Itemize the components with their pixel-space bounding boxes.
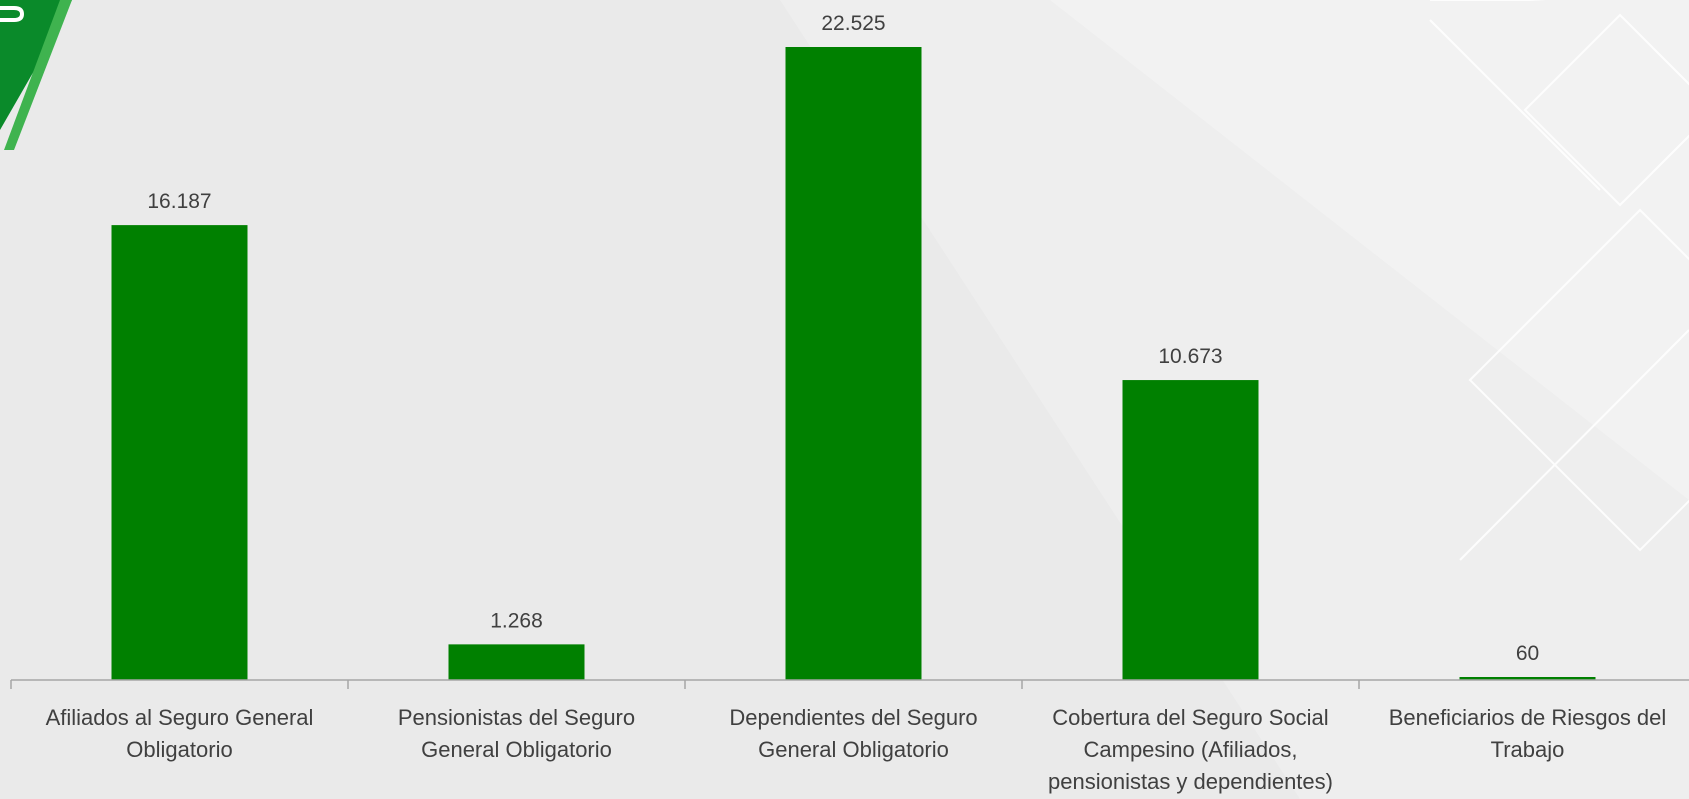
bar-3	[785, 47, 922, 680]
value-label-5: 60	[1516, 642, 1539, 665]
category-label-line: Obligatorio	[126, 737, 232, 762]
value-labels-group: 16.187 1.268 22.525 10.673 60	[147, 12, 1539, 665]
decorative-diamond-lines	[1429, 0, 1689, 561]
category-label-2: Pensionistas del Seguro General Obligator…	[398, 705, 635, 762]
bars-group	[111, 47, 1596, 681]
value-label-2: 1.268	[490, 609, 543, 632]
category-label-line: General Obligatorio	[758, 737, 949, 762]
category-label-line: pensionistas y dependientes)	[1048, 769, 1333, 794]
bar-1	[111, 225, 248, 681]
category-label-line: Trabajo	[1491, 737, 1565, 762]
category-label-1: Afiliados al Seguro General Obligatorio	[46, 705, 314, 762]
category-label-4: Cobertura del Seguro Social Campesino (Af…	[1048, 705, 1333, 794]
bar-4	[1122, 380, 1259, 680]
value-label-1: 16.187	[147, 190, 211, 213]
category-label-line: Dependientes del Seguro	[729, 705, 977, 730]
category-label-line: Pensionistas del Seguro	[398, 705, 635, 730]
value-label-3: 22.525	[821, 12, 885, 35]
brand-logo-fragment	[0, 0, 72, 150]
category-label-line: Campesino (Afiliados,	[1084, 737, 1298, 762]
category-labels-group: Afiliados al Seguro General Obligatorio Pe…	[46, 705, 1667, 794]
bar-2	[448, 644, 585, 680]
category-label-line: Beneficiarios de Riesgos del	[1389, 705, 1667, 730]
category-label-line: Afiliados al Seguro General	[46, 705, 314, 730]
x-axis	[10, 679, 1689, 689]
bar-5	[1459, 677, 1596, 680]
category-label-line: Cobertura del Seguro Social	[1052, 705, 1328, 730]
category-label-3: Dependientes del Seguro General Obligator…	[729, 705, 977, 762]
category-label-line: General Obligatorio	[421, 737, 612, 762]
category-label-5: Beneficiarios de Riesgos del Trabajo	[1389, 705, 1667, 762]
value-label-4: 10.673	[1158, 345, 1222, 368]
